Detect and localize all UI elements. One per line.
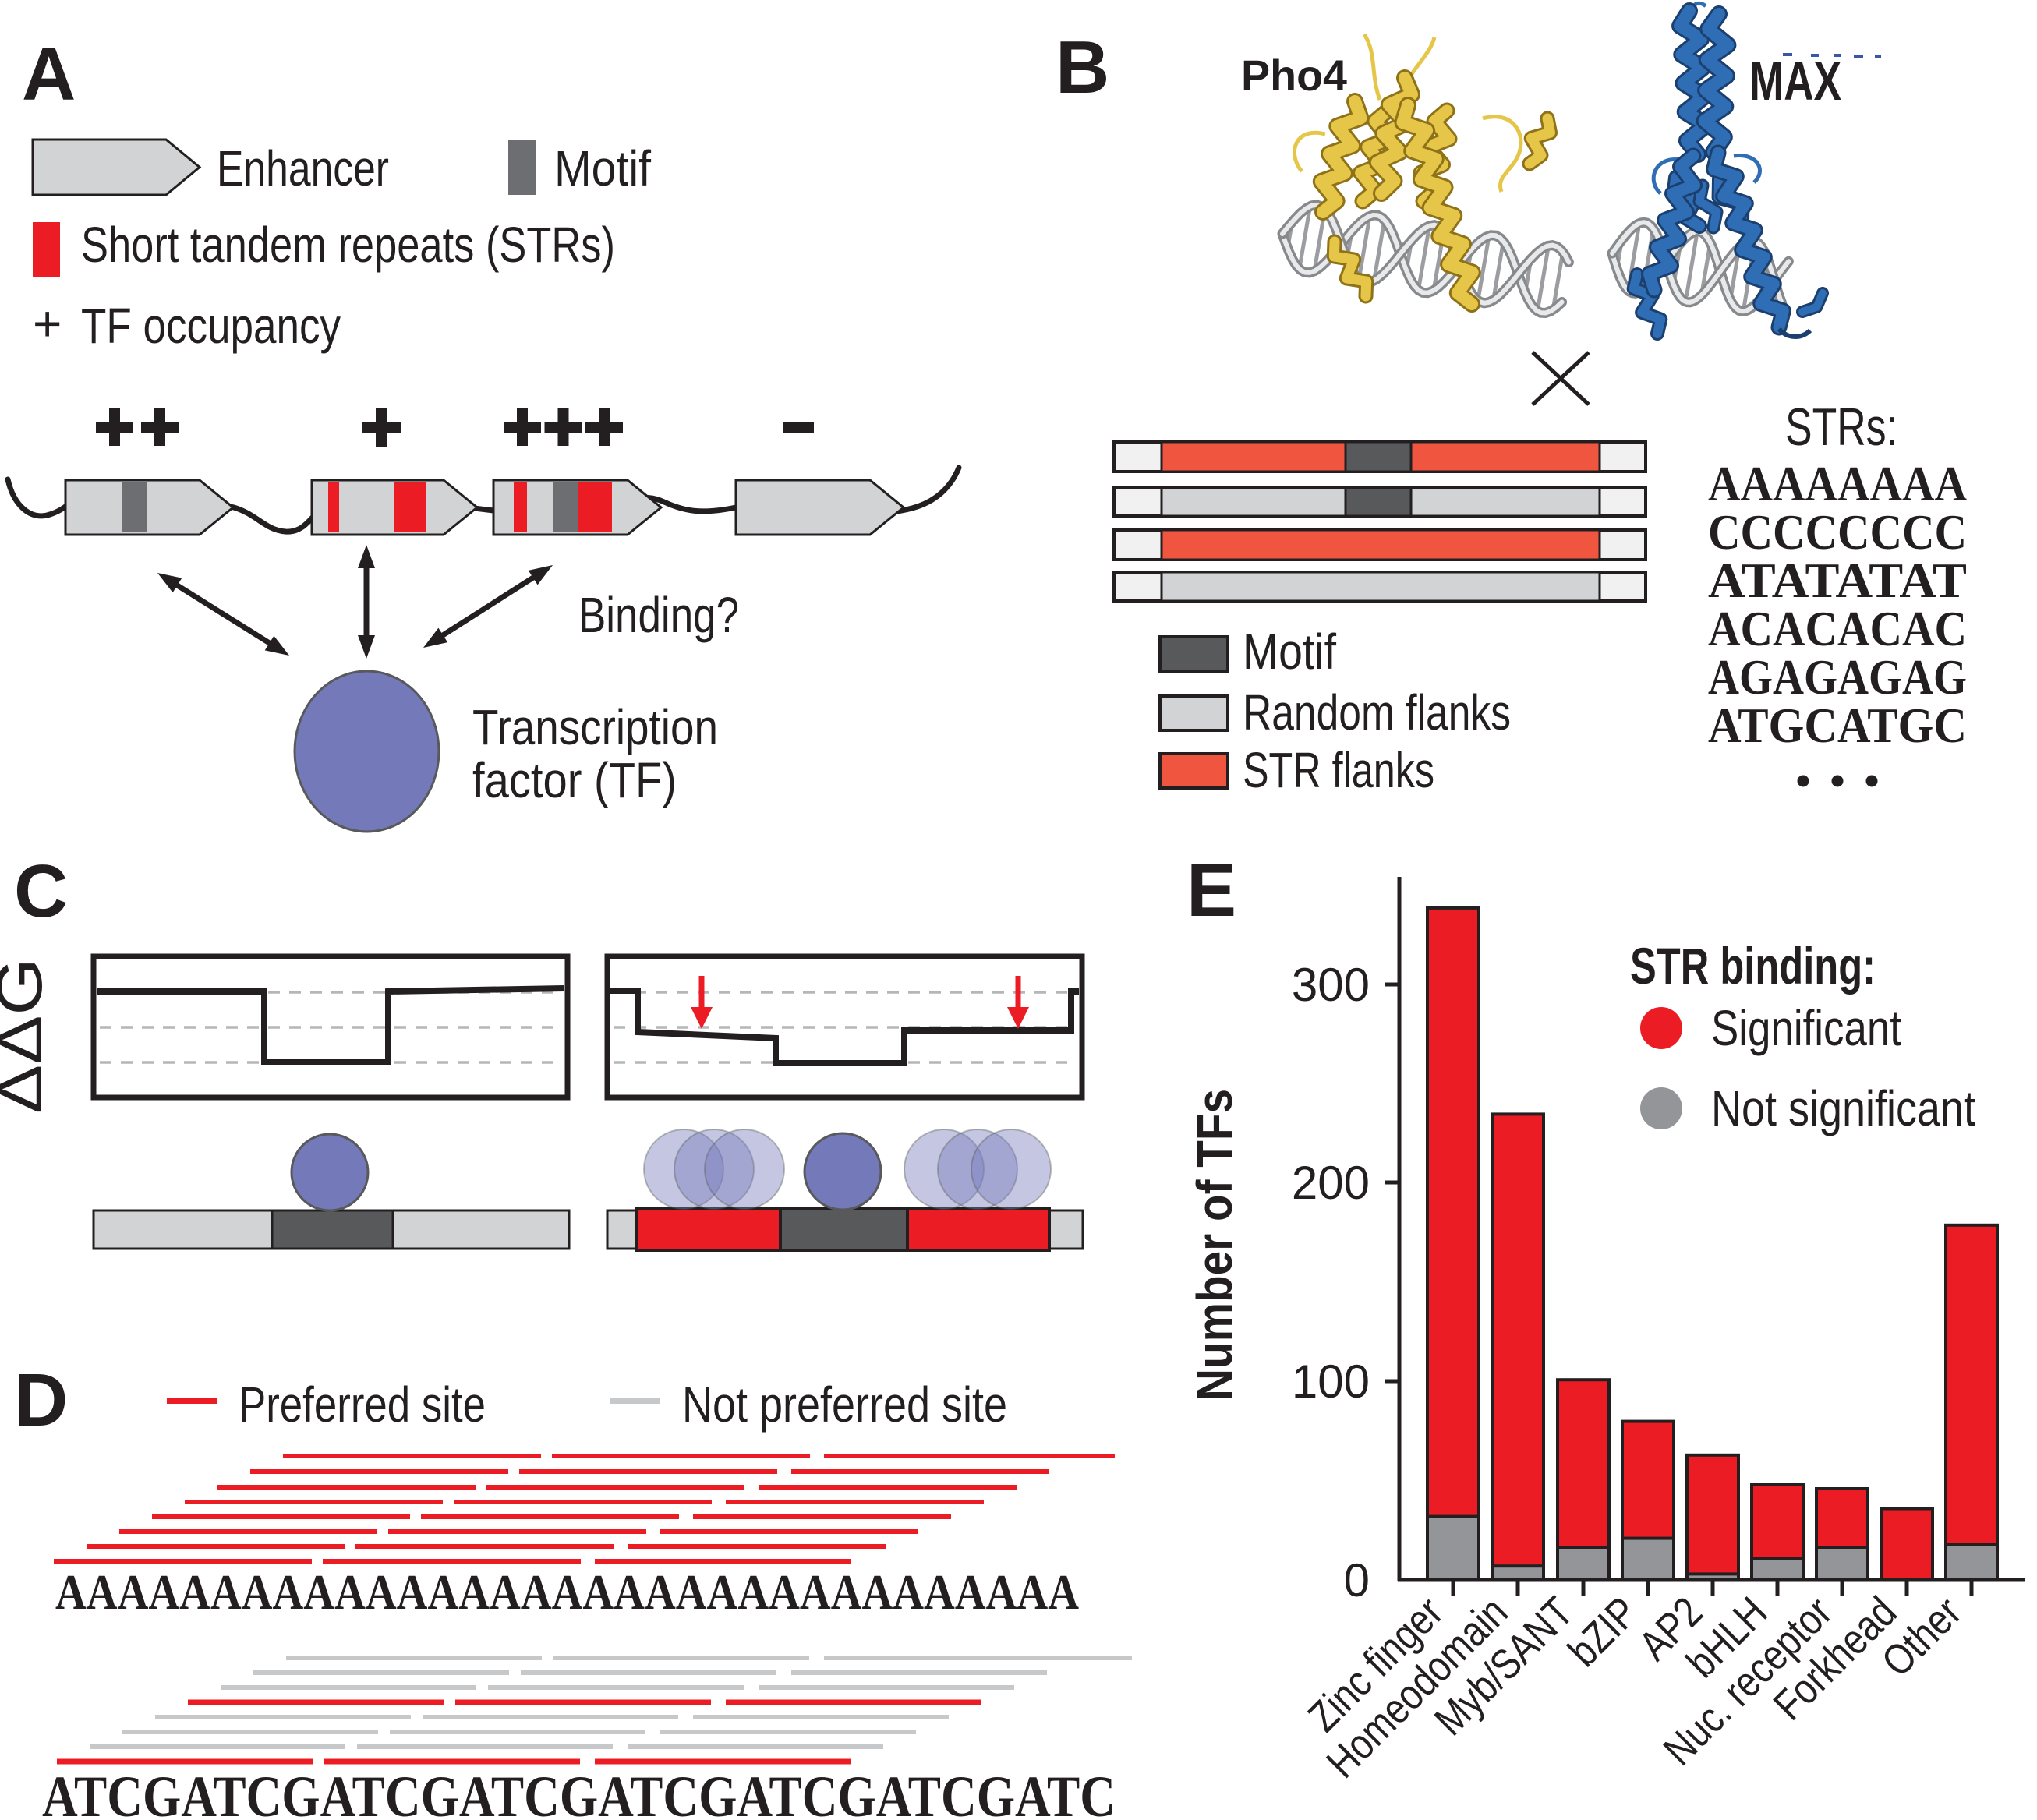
svg-text:AGAGAGAG: AGAGAGAG — [1708, 650, 1967, 705]
svg-text:Motif: Motif — [1243, 624, 1336, 680]
svg-text:Preferred site: Preferred site — [239, 1376, 486, 1433]
svg-text:MAX: MAX — [1749, 51, 1841, 111]
svg-text:B: B — [1056, 26, 1109, 109]
svg-text:Not significant: Not significant — [1711, 1080, 1975, 1136]
svg-text:ΔΔG: ΔΔG — [0, 958, 55, 1114]
svg-text:factor (TF): factor (TF) — [472, 752, 677, 808]
svg-text:STR binding:: STR binding: — [1630, 937, 1876, 995]
svg-text:ATGCATGC: ATGCATGC — [1708, 698, 1967, 753]
svg-text:Pho4: Pho4 — [1241, 51, 1347, 100]
svg-text:D: D — [14, 1359, 68, 1442]
svg-text:ATCGATCGATCGATCGATCGATCGATCGAT: ATCGATCGATCGATCGATCGATCGATCGATC — [42, 1765, 1116, 1820]
svg-text:E: E — [1186, 849, 1236, 932]
svg-text:CCCCCCCC: CCCCCCCC — [1708, 505, 1967, 560]
svg-text:Binding?: Binding? — [578, 587, 739, 643]
svg-text:100: 100 — [1292, 1355, 1370, 1408]
svg-text:STR flanks: STR flanks — [1243, 742, 1434, 798]
svg-text:ACACACAC: ACACACAC — [1708, 602, 1967, 656]
svg-text:Number of TFs: Number of TFs — [1186, 1089, 1243, 1401]
svg-text:Transcription: Transcription — [472, 699, 718, 755]
svg-text:Motif: Motif — [554, 140, 651, 196]
svg-text:0: 0 — [1344, 1554, 1370, 1606]
svg-text:+: + — [33, 295, 62, 352]
svg-text:Not preferred site: Not preferred site — [682, 1376, 1007, 1433]
svg-text:A: A — [22, 33, 76, 116]
svg-text:300: 300 — [1292, 959, 1370, 1011]
svg-text:Random flanks: Random flanks — [1243, 684, 1511, 740]
svg-text:TF occupancy: TF occupancy — [81, 298, 341, 354]
svg-text:STRs:: STRs: — [1785, 398, 1897, 457]
svg-text:Enhancer: Enhancer — [217, 140, 389, 196]
svg-text:AAAAAAAAAAAAAAAAAAAAAAAAAAAAAA: AAAAAAAAAAAAAAAAAAAAAAAAAAAAAAAAA — [55, 1564, 1079, 1620]
svg-text:ATATATAT: ATATATAT — [1708, 553, 1967, 608]
svg-text:Short tandem repeats (STRs): Short tandem repeats (STRs) — [81, 217, 615, 273]
svg-text:Significant: Significant — [1711, 1000, 1901, 1056]
svg-text:AAAAAAAA: AAAAAAAA — [1708, 457, 1967, 511]
svg-text:C: C — [14, 850, 68, 933]
svg-text:200: 200 — [1292, 1157, 1370, 1209]
